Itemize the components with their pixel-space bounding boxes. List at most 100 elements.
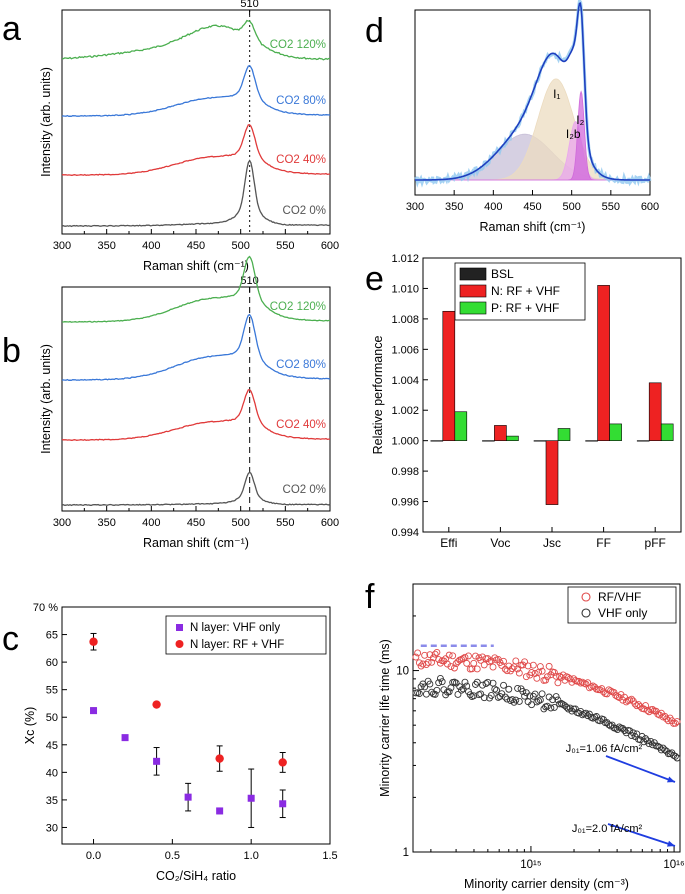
bar-pFF-3 (660, 423, 674, 441)
data-point-circle (89, 637, 98, 646)
legend-marker-square (176, 624, 183, 631)
lifetime-point-1 (435, 656, 443, 663)
lifetime-point-2 (531, 690, 539, 698)
slope-arrow-2 (607, 823, 676, 847)
bar-FF-1 (585, 440, 598, 442)
lifetime-point-2 (466, 691, 474, 699)
bar-Jsc-1 (533, 440, 547, 442)
lifetime-point-1 (636, 703, 644, 710)
lifetime-point-2 (538, 690, 546, 698)
lifetime-point-1 (470, 659, 478, 667)
category-label: Voc (490, 536, 510, 550)
spectrum-line-1 (62, 255, 330, 323)
y-tick-label: 1.010 (391, 283, 419, 295)
lifetime-point-2 (547, 704, 555, 712)
lifetime-point-2 (456, 683, 464, 691)
x-tick-label: 1.5 (322, 850, 337, 862)
bar-Effi-2 (442, 310, 456, 441)
lifetime-point-2 (461, 678, 469, 686)
lifetime-point-2 (493, 686, 500, 694)
lifetime-point-1 (489, 663, 497, 671)
spectrum-line-3 (61, 124, 330, 176)
lifetime-point-1 (414, 649, 422, 657)
lifetime-point-1 (621, 693, 628, 701)
lifetime-point-1 (533, 674, 541, 682)
x-tick-label: 0.0 (86, 850, 101, 862)
legend-marker (581, 608, 591, 618)
y-tick-label: 60 (46, 657, 58, 669)
lifetime-point-1 (508, 665, 516, 673)
lifetime-point-2 (484, 678, 492, 686)
lifetime-point-1 (529, 661, 537, 669)
lifetime-point-1 (605, 686, 613, 694)
lifetime-point-2 (528, 701, 536, 709)
x-tick-label: 400 (142, 240, 160, 252)
lifetime-point-2 (480, 694, 488, 702)
lifetime-point-2 (473, 678, 481, 686)
legend-label: N layer: VHF only (190, 622, 280, 634)
panel-label-e: e (365, 260, 384, 298)
peak-label-I2b: I₂b (566, 127, 581, 141)
plot-frame (61, 286, 331, 512)
lifetime-point-1 (431, 650, 439, 658)
bar-Jsc-2 (545, 440, 559, 505)
lifetime-point-1 (535, 668, 543, 676)
lifetime-point-2 (636, 736, 644, 744)
lifetime-point-1 (596, 686, 604, 694)
x-tick-label: 300 (53, 240, 71, 252)
bar-Effi-3 (454, 411, 468, 441)
lifetime-point-1 (563, 673, 571, 681)
lifetime-point-2 (612, 725, 620, 732)
bar-Voc-3 (506, 435, 519, 441)
lifetime-point-2 (426, 680, 434, 688)
lifetime-point-2 (661, 746, 669, 754)
lifetime-point-2 (477, 690, 485, 698)
data-point-square (121, 734, 129, 742)
lifetime-point-1 (568, 678, 576, 686)
lifetime-point-2 (507, 697, 515, 705)
lifetime-point-1 (514, 665, 522, 673)
lifetime-point-2 (533, 698, 541, 706)
lifetime-point-2 (642, 735, 650, 743)
raman-spectra-chart-a: 300 350 400 450 500 550 600 510 CO2 120% CO2 80% C… (39, 0, 339, 273)
x-tick-label: 550 (276, 240, 294, 252)
slope-arrow-2-head (667, 840, 675, 847)
lifetime-point-1 (524, 662, 532, 670)
lifetime-point-2 (671, 752, 679, 760)
legend-label: N layer: RF + VHF (190, 639, 284, 651)
y-tick-label: 0.998 (391, 466, 419, 478)
relative-performance-chart-e: 0.994 0.996 0.998 1.000 1.002 1.004 1.006 1.008… (371, 253, 682, 550)
panel-label-c: c (2, 620, 19, 658)
x-tick-label: 500 (231, 240, 249, 252)
lifetime-point-1 (631, 700, 639, 708)
lifetime-point-1 (642, 702, 650, 710)
lifetime-point-2 (605, 721, 613, 729)
data-point-circle (278, 758, 287, 767)
lifetime-point-1 (452, 660, 460, 668)
y-axis-title: Relative performance (371, 336, 385, 455)
lifetime-point-2 (505, 685, 513, 693)
x-tick-label: 450 (523, 201, 541, 213)
lifetime-point-1 (538, 667, 546, 675)
series-label-4: CO2 0% (283, 484, 326, 496)
x-tick-label: 300 (53, 517, 71, 529)
lifetime-point-2 (650, 739, 658, 747)
panel-label-d: d (365, 12, 384, 50)
lifetime-point-1 (671, 719, 679, 727)
x-tick-label: 450 (187, 240, 205, 252)
lifetime-point-1 (554, 679, 562, 687)
x-tick-label: 550 (276, 517, 294, 529)
lifetime-point-1 (449, 652, 457, 660)
lifetime-point-2 (586, 710, 593, 718)
legend-label: P: RF + VHF (491, 301, 559, 315)
lifetime-point-2 (458, 686, 465, 694)
lifetime-point-1 (522, 673, 530, 681)
lifetime-point-2 (415, 690, 423, 698)
lifetime-point-1 (635, 701, 643, 708)
lifetime-point-1 (454, 658, 462, 666)
lifetime-point-1 (461, 653, 469, 661)
lifetime-point-2 (519, 687, 527, 695)
lifetime-point-2 (433, 686, 441, 694)
plot-frame (412, 583, 681, 853)
